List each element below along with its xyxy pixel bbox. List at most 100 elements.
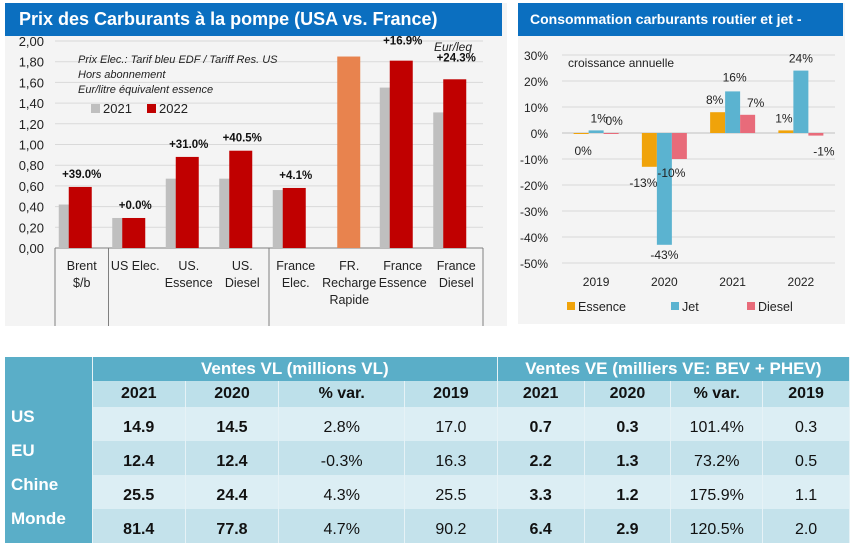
y-tick-label: 0,80 (19, 158, 44, 173)
fuel-price-chart-panel (5, 3, 507, 326)
bar-essence (641, 133, 657, 167)
table-cell: 0.3 (584, 407, 672, 441)
chart-note: Eur/litre équivalent essence (78, 84, 213, 96)
legend-swatch-2021 (91, 104, 100, 113)
bar-diesel (740, 114, 756, 133)
fuel-consumption-chart: -50% -40% -30% -20% -10% 0% 10% 20% 30% croissanc… (520, 49, 835, 314)
y-tick-label: 0,20 (19, 220, 44, 235)
row-label: EU (5, 441, 93, 475)
table-cell: 175.9% (670, 475, 764, 509)
data-label: 7% (747, 96, 765, 110)
bar-essence (710, 112, 726, 133)
y-tick-label: 1,40 (19, 96, 44, 111)
x-category-label: 2019 (583, 275, 610, 289)
col-header-vl-2019: 2019 (404, 381, 498, 407)
data-label: +4.1% (279, 170, 312, 182)
bar-2022 (443, 79, 467, 248)
data-label: +31.0% (169, 139, 208, 151)
y-tick-label: -20% (520, 179, 548, 193)
col-header-ve-2021: 2021 (497, 381, 585, 407)
y-tick-label: -10% (520, 153, 548, 167)
legend-label-diesel: Diesel (758, 300, 793, 314)
data-label: 1% (590, 111, 608, 125)
data-label: +16.9% (383, 36, 422, 48)
bar-diesel (603, 133, 619, 134)
x-category-label: US Elec. (111, 259, 160, 273)
x-category-label: Elec. (282, 276, 310, 290)
legend-swatch-jet (671, 302, 679, 310)
x-category-label: US. (178, 259, 199, 273)
table-cell: 0.3 (762, 407, 850, 441)
table-cell: 77.8 (185, 509, 280, 543)
bar-jet (656, 133, 672, 245)
col-header-ve-var: % var. (670, 381, 764, 407)
legend-label-essence: Essence (578, 300, 626, 314)
col-header-ve-2020: 2020 (584, 381, 672, 407)
table-corner (5, 357, 93, 407)
chart-note: Prix Elec.: Tarif bleu EDF / Tariff Res.… (78, 54, 278, 66)
row-label: US (5, 407, 93, 441)
data-label: +39.0% (62, 169, 101, 181)
table-cell: 16.3 (404, 441, 498, 475)
x-category-label: 2021 (719, 275, 746, 289)
y-tick-label: -40% (520, 231, 548, 245)
table-cell: 73.2% (670, 441, 764, 475)
x-category-label: Recharge (322, 276, 376, 290)
bar-essence (778, 130, 794, 133)
y-tick-label: 1,00 (19, 138, 44, 153)
y-tick-label: 0,00 (19, 241, 44, 256)
fuel-price-chart: 0,00 0,20 0,40 0,60 0,80 1,00 1,20 1,40 1,60 1,80… (19, 34, 484, 326)
row-label: Monde (5, 509, 93, 543)
y-tick-label: 1,80 (19, 55, 44, 70)
group-header-ve: Ventes VE (milliers VE: BEV + PHEV) (497, 357, 850, 381)
chart-note: Hors abonnement (78, 69, 166, 81)
x-category-label: Diesel (225, 276, 260, 290)
col-header-vl-var: % var. (278, 381, 406, 407)
bar-2021 (165, 178, 178, 248)
table-cell: 25.5 (404, 475, 498, 509)
bar-2021 (433, 112, 446, 248)
bar-diesel (671, 133, 687, 159)
table-row: US 14.9 14.5 2.8% 17.0 0.7 0.3 101.4% 0.3 (5, 407, 850, 441)
bar-2022 (229, 150, 253, 248)
y-tick-label: 1,60 (19, 75, 44, 90)
table-cell: 12.4 (92, 441, 186, 475)
legend-swatch-2022 (147, 104, 156, 113)
data-label: +24.3% (437, 52, 476, 64)
data-label: +0.0% (119, 200, 152, 212)
fuel-consumption-chart-panel (518, 3, 845, 324)
bar-essence (573, 133, 589, 134)
bar-2022 (282, 187, 306, 248)
x-category-label: France (383, 259, 422, 273)
bar-2022 (389, 60, 413, 248)
group-header-vl: Ventes VL (millions VL) (92, 357, 498, 381)
bar-2021 (272, 190, 285, 248)
bar-jet (793, 70, 809, 133)
table-row: Chine 25.5 24.4 4.3% 25.5 3.3 1.2 175.9% 1.1 (5, 475, 850, 509)
table-cell: 81.4 (92, 509, 186, 543)
x-category-label: Brent (67, 259, 97, 273)
table-cell: 3.3 (497, 475, 585, 509)
table-row: Monde 81.4 77.8 4.7% 90.2 6.4 2.9 120.5% 2.0 (5, 509, 850, 543)
x-category-label: Diesel (439, 276, 474, 290)
x-category-label: Essence (165, 276, 213, 290)
y-tick-label: 1,20 (19, 117, 44, 132)
y-tick-label: 0% (531, 127, 549, 141)
table-cell: 0.5 (762, 441, 850, 475)
data-label: 0% (574, 144, 592, 158)
data-label: 16% (723, 70, 747, 84)
bar-2022 (122, 217, 146, 248)
x-category-label: 2020 (651, 275, 678, 289)
bar-jet (725, 91, 741, 133)
table-cell: 101.4% (670, 407, 764, 441)
bar-2021 (58, 204, 71, 248)
table-cell: 6.4 (497, 509, 585, 543)
table-cell: 1.3 (584, 441, 672, 475)
unit-label: Eur/leq (434, 40, 472, 54)
data-label: -13% (629, 176, 657, 190)
table-row: EU 12.4 12.4 -0.3% 16.3 2.2 1.3 73.2% 0.5 (5, 441, 850, 475)
bar-diesel (808, 133, 824, 136)
col-header-vl-2021: 2021 (92, 381, 186, 407)
legend-label-jet: Jet (682, 300, 699, 314)
legend-label-2021: 2021 (103, 101, 132, 116)
